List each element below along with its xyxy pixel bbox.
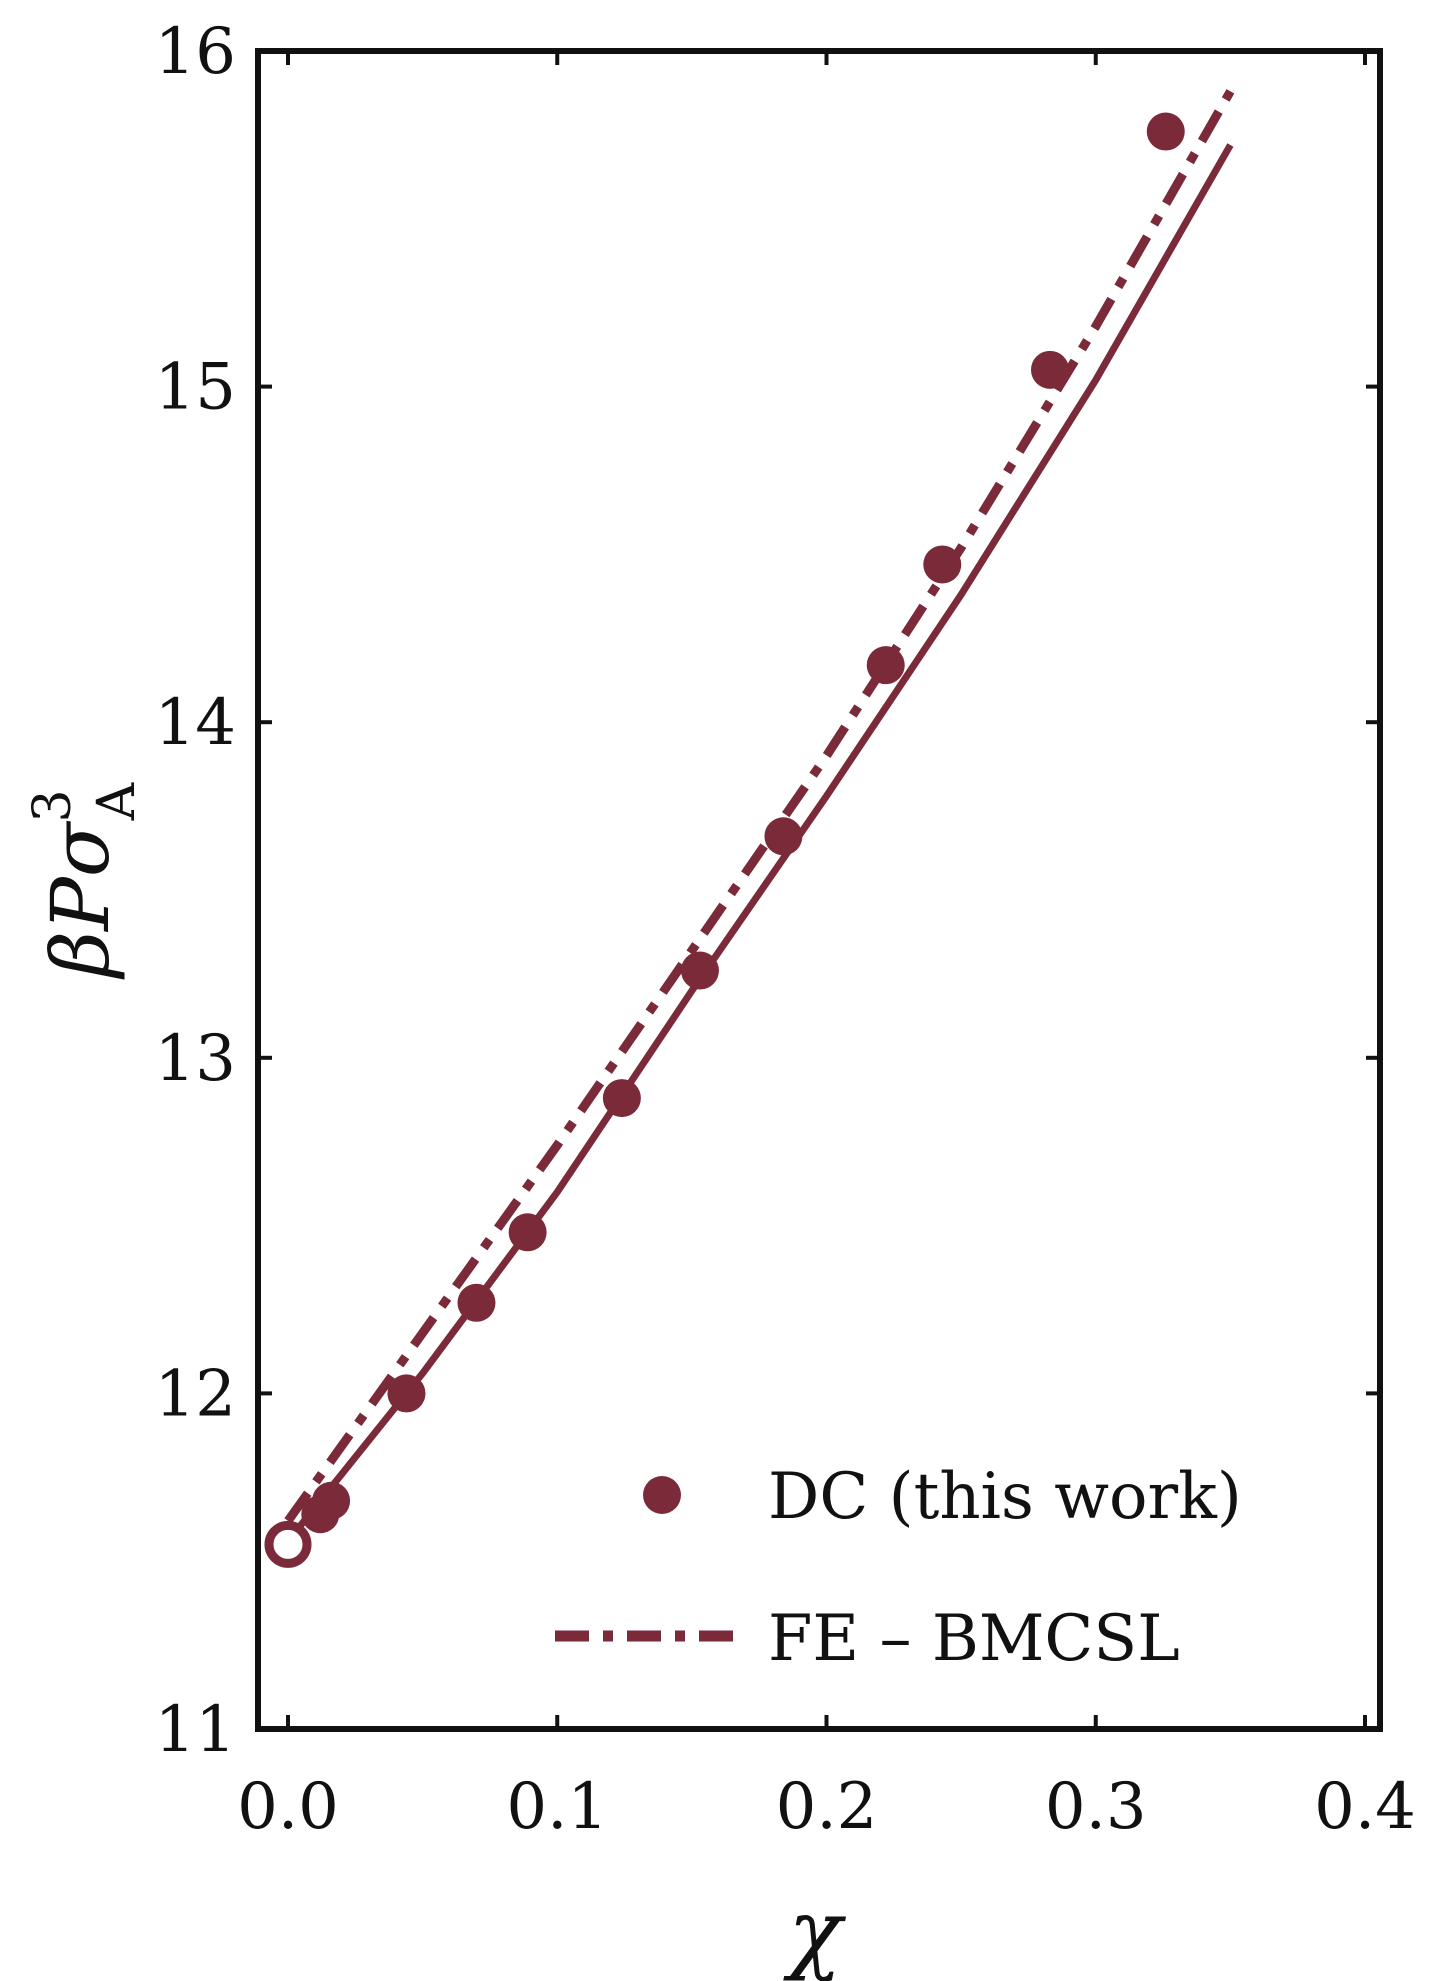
- dc-point: [764, 817, 803, 856]
- legend-fe-label: FE – BMCSL: [768, 1602, 1180, 1676]
- fe-bmcsl-line: [284, 89, 1235, 1524]
- plot-frame: [255, 48, 1383, 1732]
- x-axis-label: χ: [782, 1880, 846, 1981]
- markers-layer: [264, 112, 1185, 1568]
- legend: DC (this work) FE – BMCSL: [555, 1460, 1242, 1676]
- x-tick-label: 0.0: [237, 1770, 339, 1844]
- x-tick-label: 0.2: [776, 1770, 878, 1844]
- dc-point: [1030, 350, 1069, 389]
- x-tick-label: 0.4: [1314, 1770, 1416, 1844]
- y-tick-label: 13: [155, 1022, 236, 1096]
- dc-point-open: [264, 1520, 312, 1568]
- dc-point: [457, 1283, 496, 1322]
- y-tick-label: 14: [155, 686, 236, 760]
- y-axis-label-subscript: A: [87, 781, 147, 821]
- dc-point: [387, 1374, 426, 1413]
- y-axis-ticks: 11 12 13 14 15 16: [155, 15, 1380, 1767]
- y-axis-label-superscript: 3: [23, 789, 83, 822]
- dc-point: [602, 1079, 641, 1118]
- dc-point: [1146, 112, 1185, 151]
- dc-point: [923, 545, 962, 584]
- curves-layer: [284, 89, 1235, 1544]
- dc-point: [312, 1481, 351, 1520]
- y-tick-label: 12: [155, 1357, 236, 1431]
- y-axis-label: βPσ3A: [23, 781, 147, 980]
- legend-dc-label: DC (this work): [768, 1460, 1242, 1534]
- dc-point: [508, 1213, 547, 1252]
- y-tick-label: 11: [155, 1693, 236, 1767]
- dc-fit-line: [285, 143, 1234, 1544]
- x-axis-ticks: 0.0 0.1 0.2 0.3 0.4: [237, 51, 1416, 1844]
- y-tick-label: 15: [155, 351, 236, 425]
- legend-dc-marker: [643, 1476, 681, 1514]
- x-tick-label: 0.1: [506, 1770, 608, 1844]
- dc-point: [680, 951, 719, 990]
- y-axis-label-main: βPσ: [34, 820, 127, 980]
- dc-point: [866, 646, 905, 685]
- y-tick-label: 16: [155, 15, 236, 89]
- x-tick-label: 0.3: [1045, 1770, 1147, 1844]
